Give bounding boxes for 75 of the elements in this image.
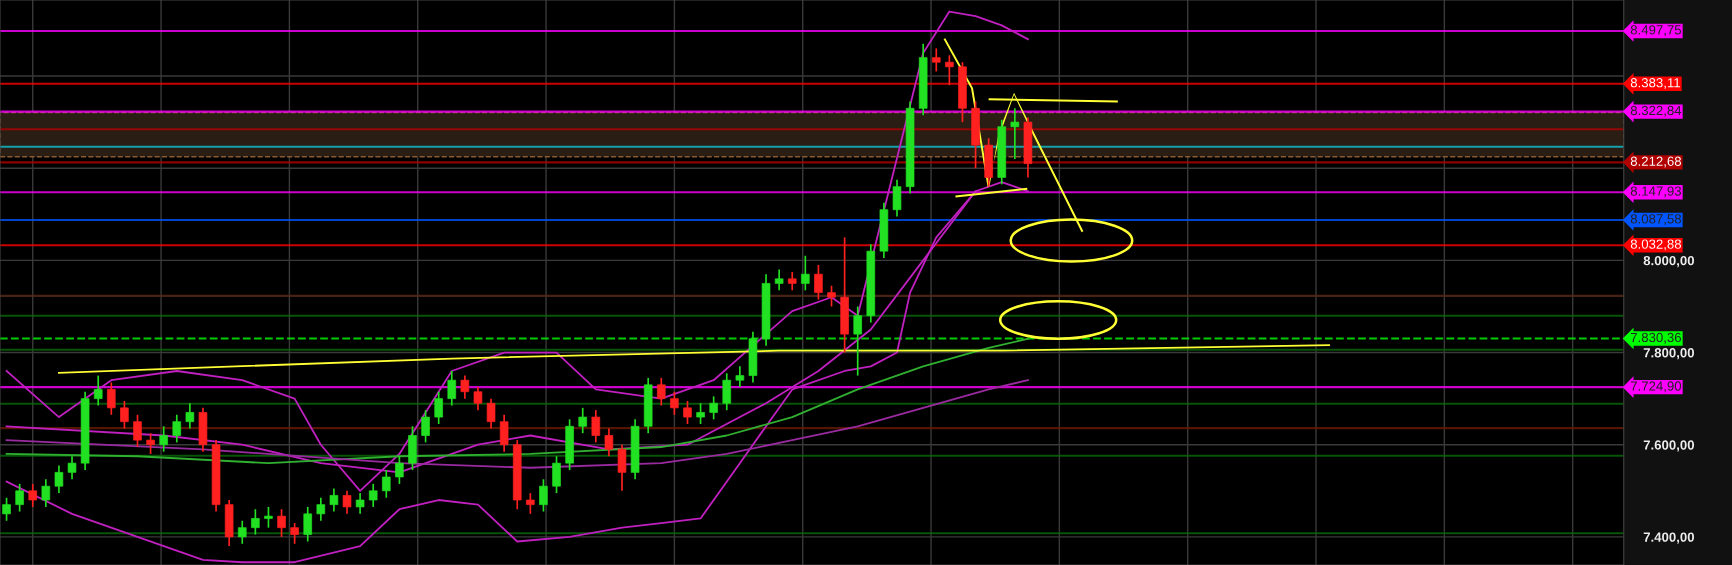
candlestick <box>604 427 614 458</box>
candlestick <box>696 402 705 425</box>
candlestick <box>67 455 77 481</box>
y-tick-label: 7.600,00 <box>1643 440 1695 452</box>
candlestick <box>395 455 404 485</box>
candlestick <box>355 492 365 515</box>
candlestick <box>251 508 260 536</box>
candlestick <box>539 478 548 513</box>
candlestick <box>735 365 745 388</box>
candlestick <box>526 492 535 515</box>
candlestick <box>368 483 378 508</box>
candlestick <box>657 377 666 407</box>
ref-line-label: 8.087,58 <box>1630 214 1682 226</box>
line-series <box>5 181 1029 564</box>
candlestick <box>892 178 902 218</box>
candlestick <box>670 390 679 416</box>
candlestick <box>787 271 797 292</box>
candlestick <box>932 47 941 73</box>
candlestick <box>277 508 286 538</box>
ref-line-label: 8.497,75 <box>1630 25 1682 37</box>
candlestick <box>421 409 430 444</box>
candlestick <box>434 390 443 425</box>
candlestick <box>54 464 64 494</box>
candlestick <box>460 374 470 400</box>
candlestick <box>28 483 38 508</box>
candlestick <box>303 506 313 543</box>
candlestick <box>447 370 457 407</box>
candlestick <box>814 264 823 301</box>
ref-line-label: 8.383,11 <box>1630 78 1680 89</box>
candlestick <box>853 305 862 377</box>
line-series <box>58 344 1331 374</box>
line-series <box>5 10 1029 492</box>
candlestick <box>774 268 784 292</box>
ref-line-label: 8.322,84 <box>1630 105 1682 117</box>
candlestick <box>107 381 116 416</box>
candlestick <box>329 487 339 513</box>
candlestick <box>185 402 195 430</box>
candlestick <box>172 413 182 444</box>
y-tick-label: 7.800,00 <box>1643 348 1695 360</box>
candlestick <box>2 496 11 522</box>
candlestick <box>617 443 627 492</box>
candlestick <box>15 483 24 513</box>
candlestick <box>578 407 587 435</box>
candlestick <box>552 455 561 494</box>
y-tick-label: 8.000,00 <box>1643 255 1695 268</box>
candlestick <box>683 400 692 425</box>
candlestick <box>486 397 496 430</box>
candlestick <box>722 372 732 411</box>
y-tick-label: 7.400,00 <box>1643 532 1695 544</box>
ref-line-label: 7.830,36 <box>1630 332 1682 344</box>
candlestick <box>342 489 352 515</box>
ref-line-label: 8.212,68 <box>1630 156 1682 168</box>
candlestick <box>93 374 103 407</box>
candlestick <box>473 386 483 411</box>
candlestick <box>290 522 299 545</box>
ref-line-label: 8.147,93 <box>1630 186 1682 198</box>
candlestick <box>591 409 601 444</box>
candlestick <box>1010 107 1020 160</box>
candlestick <box>237 519 247 545</box>
candlestick <box>316 496 326 522</box>
candlestick <box>120 400 129 430</box>
candlestick <box>146 432 155 455</box>
candlestick <box>801 254 810 292</box>
candlestick <box>945 54 954 87</box>
candlestick <box>382 469 391 499</box>
candlestick <box>41 478 51 508</box>
candlestick <box>159 425 168 453</box>
ref-line-label: 7.724,90 <box>1630 381 1682 393</box>
candlestick <box>264 506 273 529</box>
candlestick <box>133 413 142 448</box>
candlestick <box>499 413 509 453</box>
candlestick <box>827 284 836 308</box>
ref-line-label: 8.032,88 <box>1630 239 1682 251</box>
line-series <box>5 337 1029 465</box>
candlestick <box>709 395 718 421</box>
